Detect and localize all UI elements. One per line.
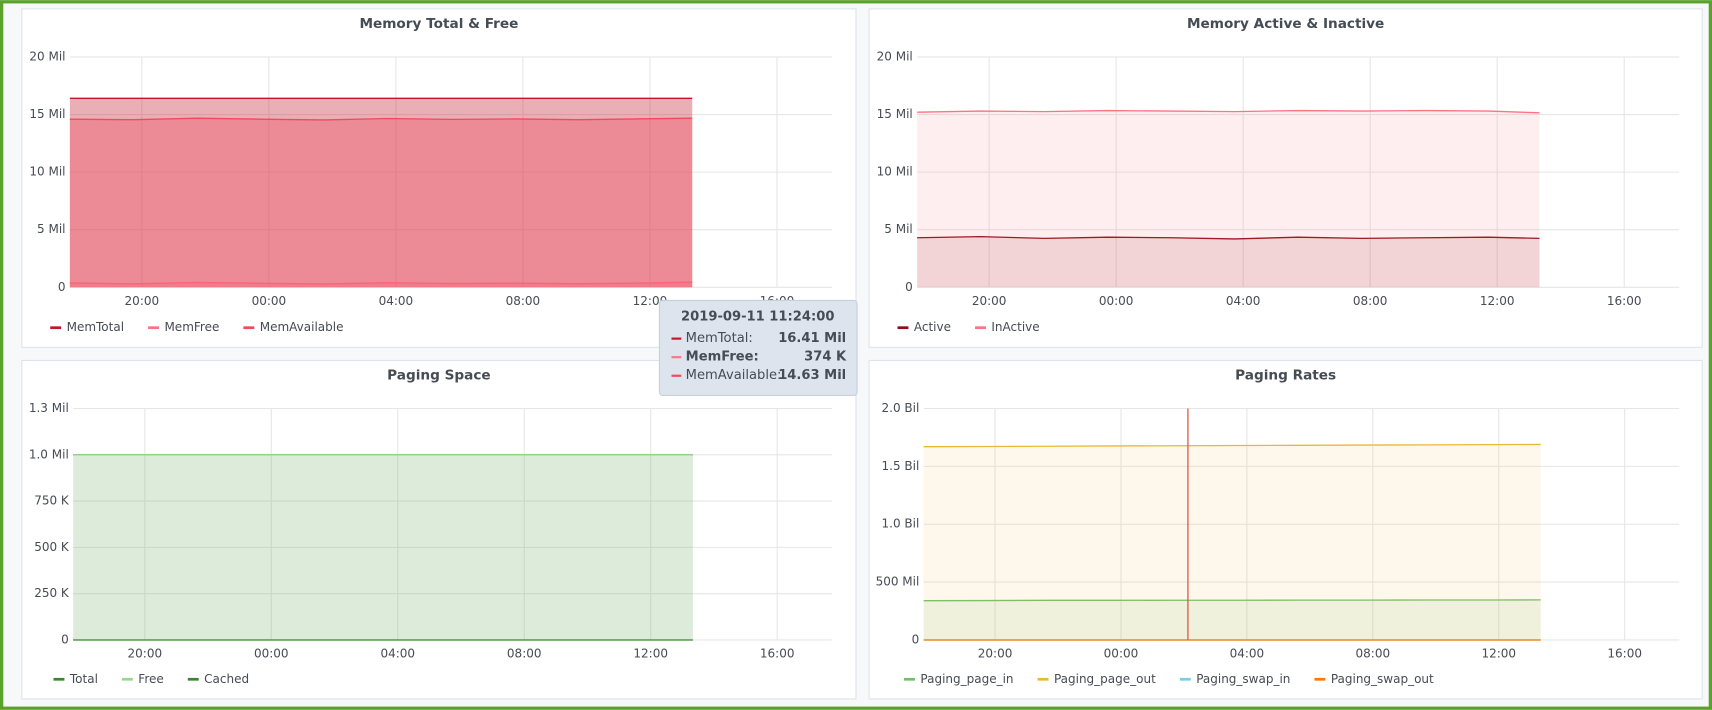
x-tick-label: 04:00 <box>1230 647 1265 661</box>
y-tick-label: 5 Mil <box>37 222 65 236</box>
y-tick-label: 1.0 Bil <box>882 517 920 531</box>
y-tick-label: 1.5 Bil <box>882 459 920 473</box>
panel <box>868 359 1703 700</box>
x-tick-label: 16:00 <box>1607 647 1642 661</box>
series-line <box>69 281 693 285</box>
y-tick-label: 0 <box>912 632 920 646</box>
y-tick-label: 250 K <box>34 586 70 600</box>
panel <box>868 8 1703 348</box>
tooltip-label: MemTotal: <box>686 331 753 346</box>
y-tick-label: 0 <box>58 280 66 294</box>
x-tick-label: 20:00 <box>128 647 163 661</box>
tooltip-value: 14.63 Mil <box>778 368 846 383</box>
y-tick-label: 10 Mil <box>877 165 913 179</box>
panel <box>21 359 857 700</box>
y-tick-label: 1.0 Mil <box>29 447 69 461</box>
y-tick-label: 2.0 Bil <box>882 401 920 415</box>
tooltip-box <box>658 299 858 396</box>
legend-label: MemFree <box>164 320 219 334</box>
tooltip-label: MemFree: <box>686 350 759 365</box>
series-line <box>923 443 1541 448</box>
x-tick-label: 00:00 <box>1104 647 1139 661</box>
series-line <box>69 117 693 121</box>
y-tick-label: 500 K <box>34 540 70 554</box>
area <box>69 98 693 288</box>
area <box>917 110 1540 288</box>
x-tick-label: 00:00 <box>254 647 289 661</box>
x-tick-label: 16:00 <box>1607 294 1642 308</box>
x-tick-label: 08:00 <box>507 647 542 661</box>
y-tick-label: 15 Mil <box>29 107 65 121</box>
legend-label: InActive <box>991 320 1039 334</box>
panel-title: Memory Total & Free <box>359 16 518 32</box>
y-tick-label: 750 K <box>34 494 70 508</box>
y-tick-label: 20 Mil <box>877 49 913 63</box>
legend-label: Active <box>914 320 951 334</box>
series-line <box>917 109 1540 114</box>
y-tick-label: 20 Mil <box>29 49 65 63</box>
legend-label: Paging_swap_out <box>1331 672 1434 686</box>
area <box>923 444 1541 640</box>
x-tick-label: 12:00 <box>1481 647 1516 661</box>
x-tick-label: 04:00 <box>380 647 415 661</box>
legend-label: Paging_page_in <box>920 672 1013 686</box>
tooltip-value: 374 K <box>804 350 847 365</box>
legend-label: Total <box>69 672 98 686</box>
x-tick-label: 20:00 <box>978 647 1013 661</box>
area <box>917 236 1540 288</box>
tooltip-value: 16.41 Mil <box>778 331 846 346</box>
x-tick-label: 12:00 <box>1480 294 1515 308</box>
x-tick-label: 12:00 <box>633 294 668 308</box>
panel-title: Paging Rates <box>1235 368 1336 384</box>
y-tick-label: 10 Mil <box>29 165 65 179</box>
area <box>73 454 693 640</box>
x-tick-label: 08:00 <box>1356 647 1391 661</box>
y-tick-label: 0 <box>905 280 913 294</box>
x-tick-label: 20:00 <box>972 294 1007 308</box>
x-tick-label: 04:00 <box>379 294 414 308</box>
area <box>923 599 1541 640</box>
x-tick-label: 12:00 <box>633 647 668 661</box>
x-tick-label: 04:00 <box>1226 294 1261 308</box>
y-tick-label: 500 Mil <box>876 575 920 589</box>
tooltip-title: 2019-09-11 11:24:00 <box>681 309 834 324</box>
tooltip-label: MemAvailable: <box>686 368 782 383</box>
legend-label: MemAvailable <box>260 320 344 334</box>
x-tick-label: 08:00 <box>1353 294 1388 308</box>
y-tick-label: 15 Mil <box>877 107 913 121</box>
y-tick-label: 5 Mil <box>884 222 912 236</box>
legend-label: Paging_page_out <box>1054 672 1156 686</box>
legend-label: Free <box>138 672 163 686</box>
x-tick-label: 20:00 <box>125 294 160 308</box>
panel-title: Memory Active & Inactive <box>1187 16 1384 32</box>
panel-title: Paging Space <box>387 368 491 384</box>
series-line <box>917 235 1540 240</box>
legend-label: Cached <box>204 672 249 686</box>
y-tick-label: 1.3 Mil <box>29 401 69 415</box>
tooltip: 2019-09-11 11:24:00 MemTotal: 16.41 Mil … <box>658 299 858 396</box>
x-tick-label: 00:00 <box>1099 294 1134 308</box>
y-tick-label: 0 <box>61 632 69 646</box>
x-tick-label: 00:00 <box>252 294 287 308</box>
charts: Memory Total & Free 0 5 Mil 10 Mil 15 Mil 20 … <box>29 16 1680 686</box>
x-tick-label: 08:00 <box>506 294 541 308</box>
x-tick-label: 16:00 <box>760 647 795 661</box>
area <box>73 454 693 640</box>
series-line <box>923 599 1541 602</box>
legend-label: MemTotal <box>67 320 124 334</box>
area <box>69 118 693 288</box>
panel <box>21 8 857 348</box>
legend-label: Paging_swap_in <box>1196 672 1290 686</box>
